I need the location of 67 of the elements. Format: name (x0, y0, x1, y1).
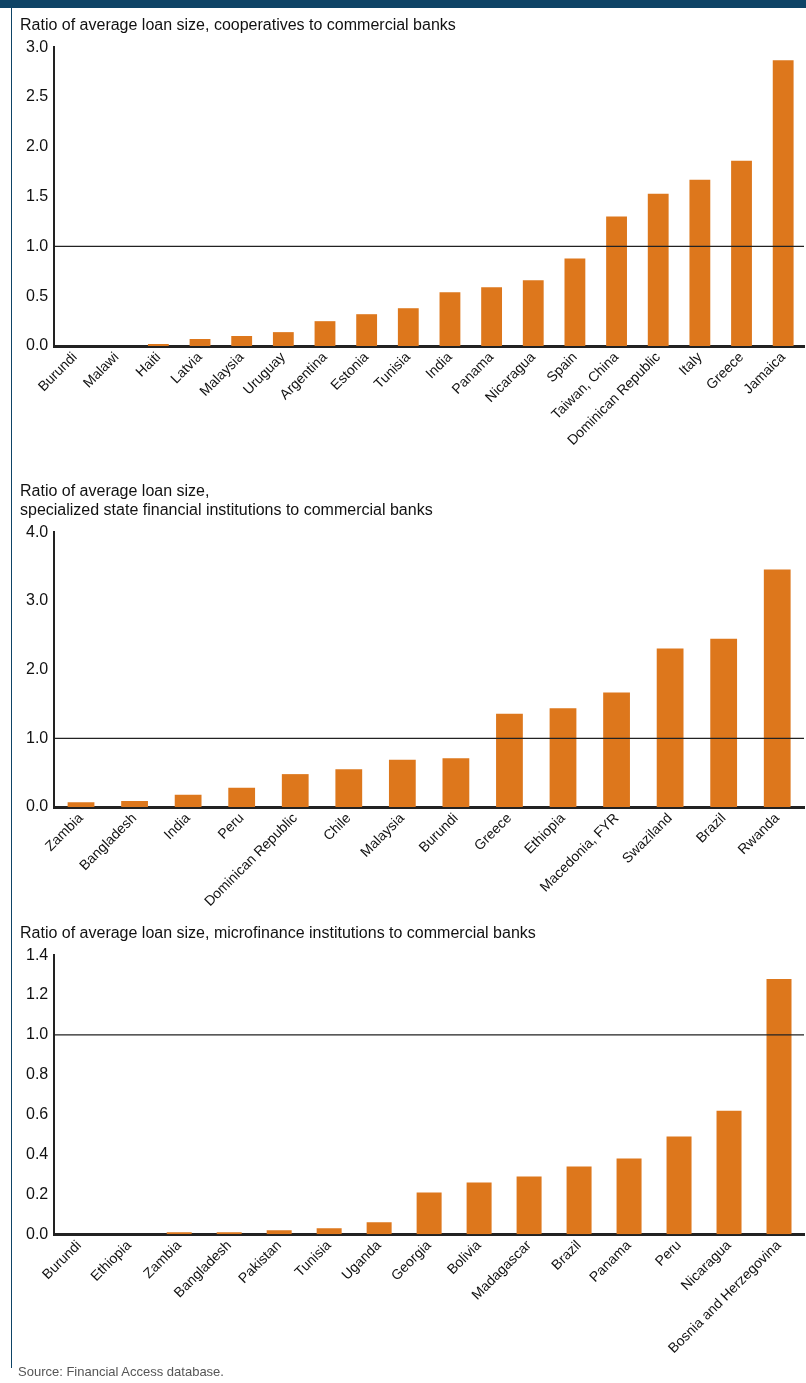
bar (763, 569, 791, 808)
y-tick-label: 4.0 (25, 522, 49, 540)
bar (716, 1110, 742, 1235)
y-tick-label: 1.5 (25, 187, 49, 205)
bar (647, 193, 669, 347)
y-tick-label: 0.0 (25, 797, 49, 815)
bar (481, 287, 503, 347)
bar (388, 759, 416, 808)
bar (666, 1136, 692, 1235)
bar (566, 1166, 592, 1235)
bar (335, 769, 363, 808)
bar (549, 708, 577, 808)
bar (606, 216, 627, 347)
y-tick-label: 2.0 (25, 137, 49, 155)
bar (166, 1232, 192, 1235)
chart-title: Ratio of average loan size, specialized state financial institutions to commercial banks (20, 482, 433, 519)
bar (496, 713, 523, 808)
bar (689, 179, 711, 347)
bar (442, 758, 470, 808)
bar (397, 308, 419, 347)
bar (603, 692, 630, 808)
y-tick-label: 1.2 (25, 985, 49, 1003)
y-tick-label: 2.0 (25, 660, 49, 678)
y-tick-label: 0.0 (25, 336, 49, 354)
chart-title: Ratio of average loan size, cooperatives to commercial banks (20, 16, 456, 34)
bar (216, 1232, 242, 1235)
bar (731, 160, 752, 347)
bar (416, 1192, 442, 1235)
bar (522, 280, 544, 347)
y-tick-label: 1.0 (25, 236, 49, 254)
bar (466, 1182, 492, 1235)
bar (616, 1158, 642, 1235)
bar (316, 1228, 342, 1235)
bar (564, 258, 586, 347)
chart-title: Ratio of average loan size, microfinance institutions to commercial banks (20, 924, 536, 942)
bar (67, 802, 95, 808)
y-tick-label: 0.2 (25, 1184, 49, 1202)
y-tick-label: 1.0 (25, 1025, 49, 1043)
bar (228, 787, 256, 808)
bar (516, 1176, 542, 1235)
bar (366, 1222, 392, 1235)
bar (231, 336, 253, 347)
y-tick-label: 2.5 (25, 87, 49, 105)
bar (314, 321, 336, 347)
bar (356, 314, 378, 347)
bar (281, 774, 309, 808)
bar (121, 800, 148, 808)
x-tick-label: Italy (675, 348, 705, 379)
y-tick-label: 0.6 (25, 1105, 49, 1123)
y-tick-label: 1.4 (25, 945, 49, 963)
bar (189, 339, 211, 347)
y-tick-label: 3.0 (25, 591, 49, 609)
bar (766, 979, 792, 1235)
y-tick-label: 0.8 (25, 1065, 49, 1083)
source-note: Source: Financial Access database. (18, 1364, 224, 1379)
bar (272, 332, 294, 347)
bar (710, 638, 738, 808)
y-tick-label: 1.0 (25, 728, 49, 746)
y-tick-label: 3.0 (25, 37, 49, 55)
y-tick-label: 0.4 (25, 1144, 49, 1162)
bar (266, 1230, 292, 1235)
y-tick-label: 0.0 (25, 1224, 49, 1242)
bar (772, 60, 794, 347)
bar (439, 292, 461, 347)
y-tick-label: 0.5 (25, 286, 49, 304)
bar (174, 794, 202, 808)
bar (656, 648, 684, 808)
